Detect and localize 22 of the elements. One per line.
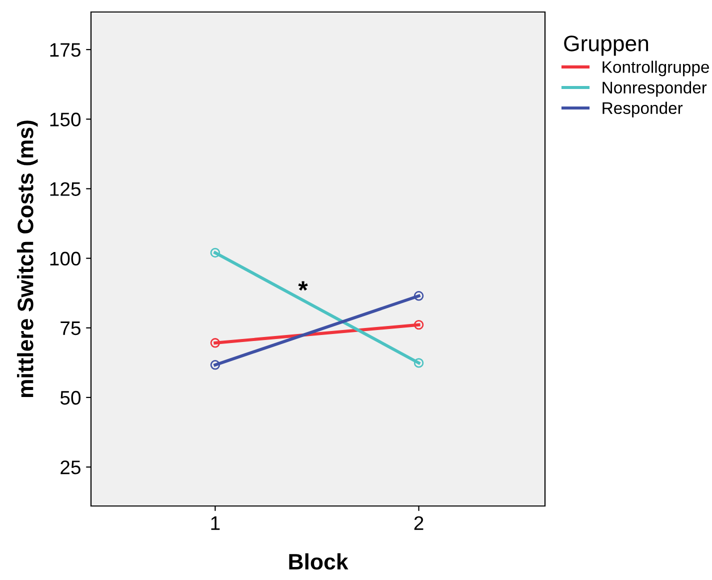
point (210, 248, 220, 258)
x-axis-title: Block (289, 553, 348, 570)
point (414, 358, 424, 368)
legend-label: Nonresponder (602, 81, 707, 97)
legend-label: Kontrollgruppe (602, 60, 709, 76)
y-tick-label: 25 (60, 460, 80, 474)
legend-label: Responder (602, 102, 683, 118)
y-tick-label: 75 (60, 322, 80, 336)
y-tick-label: 125 (50, 182, 80, 196)
annotation: * (298, 281, 308, 291)
point (210, 338, 220, 348)
legend-title: Gruppen (564, 36, 648, 56)
y-tick-label: 150 (50, 112, 81, 126)
x-tick-label: 1 (211, 516, 220, 530)
point (414, 320, 424, 330)
y-tick-label: 175 (50, 43, 80, 57)
x-tick-label: 2 (414, 516, 424, 530)
point (210, 360, 220, 370)
y-tick-label: 100 (50, 252, 81, 266)
point (414, 291, 424, 301)
y-tick-label: 50 (60, 390, 81, 405)
y-axis-title: mittlere Switch Costs (ms) (17, 120, 38, 398)
